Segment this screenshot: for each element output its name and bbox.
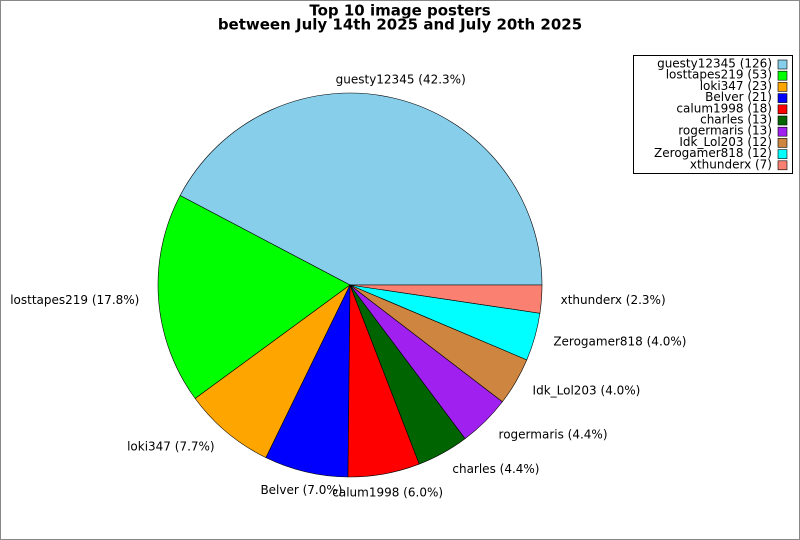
legend-label: xthunderx (7) xyxy=(690,157,772,171)
legend-label: loki347 (23) xyxy=(700,79,772,93)
legend-swatch xyxy=(777,104,788,115)
legend-swatch xyxy=(777,59,788,70)
legend-label: calum1998 (18) xyxy=(676,101,772,115)
legend-label: rogermaris (13) xyxy=(678,124,772,138)
chart-title: Top 10 image posters xyxy=(309,2,490,20)
legend-label: Idk_Lol203 (12) xyxy=(679,135,772,149)
pie-slice xyxy=(157,195,351,399)
legend-label: charles (13) xyxy=(700,113,772,127)
pie-slice xyxy=(194,284,351,459)
slice-label: Zerogamer818 (4.0%) xyxy=(553,335,686,349)
chart-subtitle: between July 14th 2025 and July 20th 202… xyxy=(218,16,582,34)
legend-swatch xyxy=(777,149,788,159)
slice-label: losttapes219 (17.8%) xyxy=(10,293,139,307)
legend-swatch xyxy=(777,160,788,171)
legend-label: Zerogamer818 (12) xyxy=(654,146,772,160)
legend-swatch xyxy=(777,93,788,103)
slice-label: Idk_Lol203 (4.0%) xyxy=(533,384,641,398)
pie-slice xyxy=(179,92,543,286)
slice-label: charles (4.4%) xyxy=(452,462,539,476)
legend-label: guesty12345 (126) xyxy=(657,57,772,71)
legend-box xyxy=(633,55,793,174)
slice-label: loki347 (7.7%) xyxy=(127,440,215,454)
legend-swatch xyxy=(777,126,788,137)
legend-label: Belver (21) xyxy=(705,90,772,104)
legend-swatch xyxy=(777,115,788,126)
pie-slice xyxy=(349,284,543,314)
legend-swatch xyxy=(777,82,788,92)
slice-label: calum1998 (6.0%) xyxy=(332,485,443,499)
legend-swatch xyxy=(777,138,788,148)
slice-label: rogermaris (4.4%) xyxy=(499,428,608,442)
slice-label: xthunderx (2.3%) xyxy=(561,293,666,307)
legend-label: losttapes219 (53) xyxy=(666,68,772,82)
slice-label: guesty12345 (42.3%) xyxy=(336,72,466,86)
slice-label: Belver (7.0%) xyxy=(260,483,342,497)
legend-swatch xyxy=(777,70,788,81)
